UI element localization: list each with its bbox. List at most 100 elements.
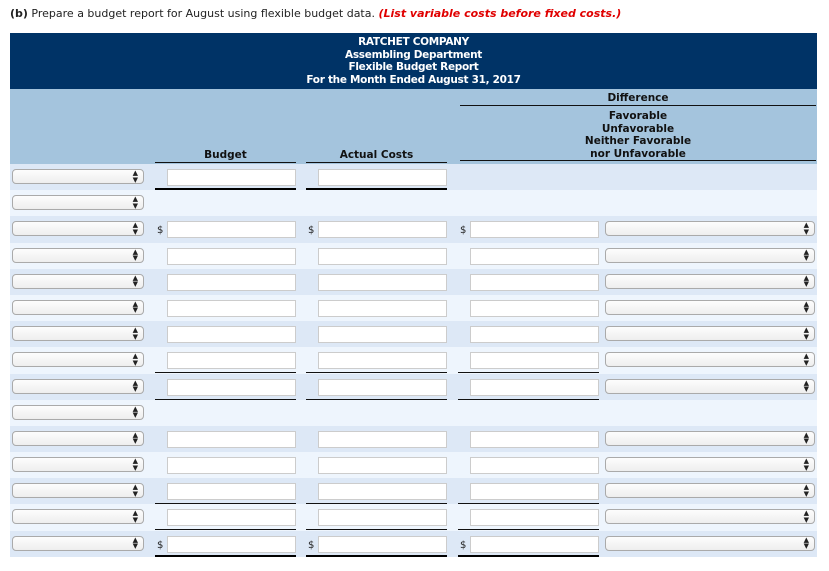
budget-input[interactable] [167,483,296,501]
select-arrows-icon: ▲ ▼ [132,169,138,184]
favorability-select[interactable]: ▲ ▼ [605,273,815,289]
instruction-note: (List variable costs before fixed costs.… [378,7,622,20]
favorability-select[interactable]: ▲ ▼ [605,535,815,551]
favorability-select[interactable]: ▲ ▼ [605,430,815,446]
budget-input[interactable] [167,169,296,186]
table-row: ▲ ▼ [10,164,817,191]
actual-input[interactable] [318,326,447,344]
total-underline [458,529,599,531]
actual-input[interactable] [318,352,447,370]
favorability-select[interactable]: ▲ ▼ [605,378,815,394]
difference-input[interactable] [470,378,599,396]
difference-input[interactable] [470,535,599,553]
line-item-select[interactable]: ▲ ▼ [12,247,144,263]
fav-option-neither-2: nor Unfavorable [590,147,686,160]
select-arrows-icon: ▲ ▼ [803,535,809,551]
table-row: ▲ ▼ ▲ ▼ [10,321,817,348]
actual-input[interactable] [318,457,447,475]
total-underline [155,188,296,190]
favorability-select[interactable]: ▲ ▼ [605,299,815,315]
total-underline [155,372,296,374]
currency-symbol: $ [460,539,467,551]
line-item-select[interactable]: ▲ ▼ [12,195,144,211]
budget-input[interactable] [167,299,296,317]
actual-input[interactable] [318,430,447,448]
difference-input[interactable] [470,457,599,475]
table-row: ▲ ▼ ▲ ▼ [10,452,817,479]
actual-input[interactable] [318,378,447,396]
budget-input[interactable] [167,378,296,396]
budget-input[interactable] [167,221,296,239]
favorability-select[interactable]: ▲ ▼ [605,457,815,473]
select-arrows-icon: ▲ ▼ [803,509,809,524]
difference-input[interactable] [470,299,599,317]
department-name: Assembling Department [345,48,482,61]
actual-input[interactable] [318,509,447,527]
total-underline [458,503,599,505]
currency-symbol: $ [157,539,164,551]
line-item-select[interactable]: ▲ ▼ [12,430,144,446]
line-item-select[interactable]: ▲ ▼ [12,299,144,315]
budget-input[interactable] [167,247,296,265]
select-arrows-icon: ▲ ▼ [132,221,138,236]
difference-input[interactable] [470,352,599,370]
table-row: ▲ ▼ ▲ ▼ [10,425,817,453]
select-arrows-icon: ▲ ▼ [803,247,809,263]
currency-symbol: $ [308,225,315,237]
table-row: ▲ ▼ ▲ ▼ [10,347,817,374]
select-arrows-icon: ▲ ▼ [132,299,138,315]
line-item-select[interactable]: ▲ ▼ [12,221,144,237]
difference-input[interactable] [470,509,599,527]
line-item-select[interactable]: ▲ ▼ [12,378,144,394]
total-underline [306,188,447,190]
favorability-select[interactable]: ▲ ▼ [605,221,815,237]
select-arrows-icon: ▲ ▼ [132,535,138,551]
difference-input[interactable] [470,483,599,501]
actual-input[interactable] [318,483,447,501]
difference-input[interactable] [470,430,599,448]
instruction: (b) Prepare a budget report for August u… [10,7,621,20]
line-item-select[interactable]: ▲ ▼ [12,404,144,420]
line-item-select[interactable]: ▲ ▼ [12,535,144,551]
difference-input[interactable] [470,273,599,291]
difference-input[interactable] [470,247,599,265]
line-item-select[interactable]: ▲ ▼ [12,169,144,184]
budget-input[interactable] [167,457,296,475]
budget-input[interactable] [167,509,296,527]
report-period: For the Month Ended August 31, 2017 [306,73,521,86]
favorability-select[interactable]: ▲ ▼ [605,352,815,368]
table-row: ▲ ▼ [10,190,817,217]
budget-input[interactable] [167,352,296,370]
favorability-select[interactable]: ▲ ▼ [605,509,815,525]
actual-input[interactable] [318,273,447,291]
line-item-select[interactable]: ▲ ▼ [12,457,144,473]
line-item-select[interactable]: ▲ ▼ [12,483,144,499]
difference-input[interactable] [470,221,599,239]
table-row: ▲ ▼ $ $ $ ▲ ▼ [10,530,817,557]
line-item-select[interactable]: ▲ ▼ [12,326,144,342]
total-underline [458,554,599,557]
part-label: (b) [10,7,28,20]
actual-input[interactable] [318,299,447,317]
actual-input[interactable] [318,169,447,186]
total-underline [458,398,599,400]
favorability-select[interactable]: ▲ ▼ [605,247,815,263]
actual-input[interactable] [318,535,447,553]
line-item-select[interactable]: ▲ ▼ [12,509,144,525]
select-arrows-icon: ▲ ▼ [803,378,809,393]
budget-input[interactable] [167,535,296,553]
budget-input[interactable] [167,273,296,291]
select-arrows-icon: ▲ ▼ [803,457,809,472]
line-item-select[interactable]: ▲ ▼ [12,352,144,368]
report-rows: ▲ ▼ ▲ ▼ ▲ ▼ $ $ $ ▲ ▼ ▲ ▼ ▲ ▼ ▲ ▼ ▲ ▼ ▲ ▼ ▲ ▼ ▲ ▼ ▲ ▼ ▲ ▼ ▲ ▼ ▲ ▼ ▲ ▼ ▲ ▼ ▲ ▼ ▲… [10,164,817,557]
line-item-select[interactable]: ▲ ▼ [12,273,144,289]
budget-input[interactable] [167,326,296,344]
difference-input[interactable] [470,326,599,344]
actual-input[interactable] [318,221,447,239]
favorability-select[interactable]: ▲ ▼ [605,326,815,342]
select-arrows-icon: ▲ ▼ [132,509,138,524]
favorability-select[interactable]: ▲ ▼ [605,483,815,499]
budget-input[interactable] [167,430,296,448]
actual-input[interactable] [318,247,447,265]
total-underline [458,372,599,374]
